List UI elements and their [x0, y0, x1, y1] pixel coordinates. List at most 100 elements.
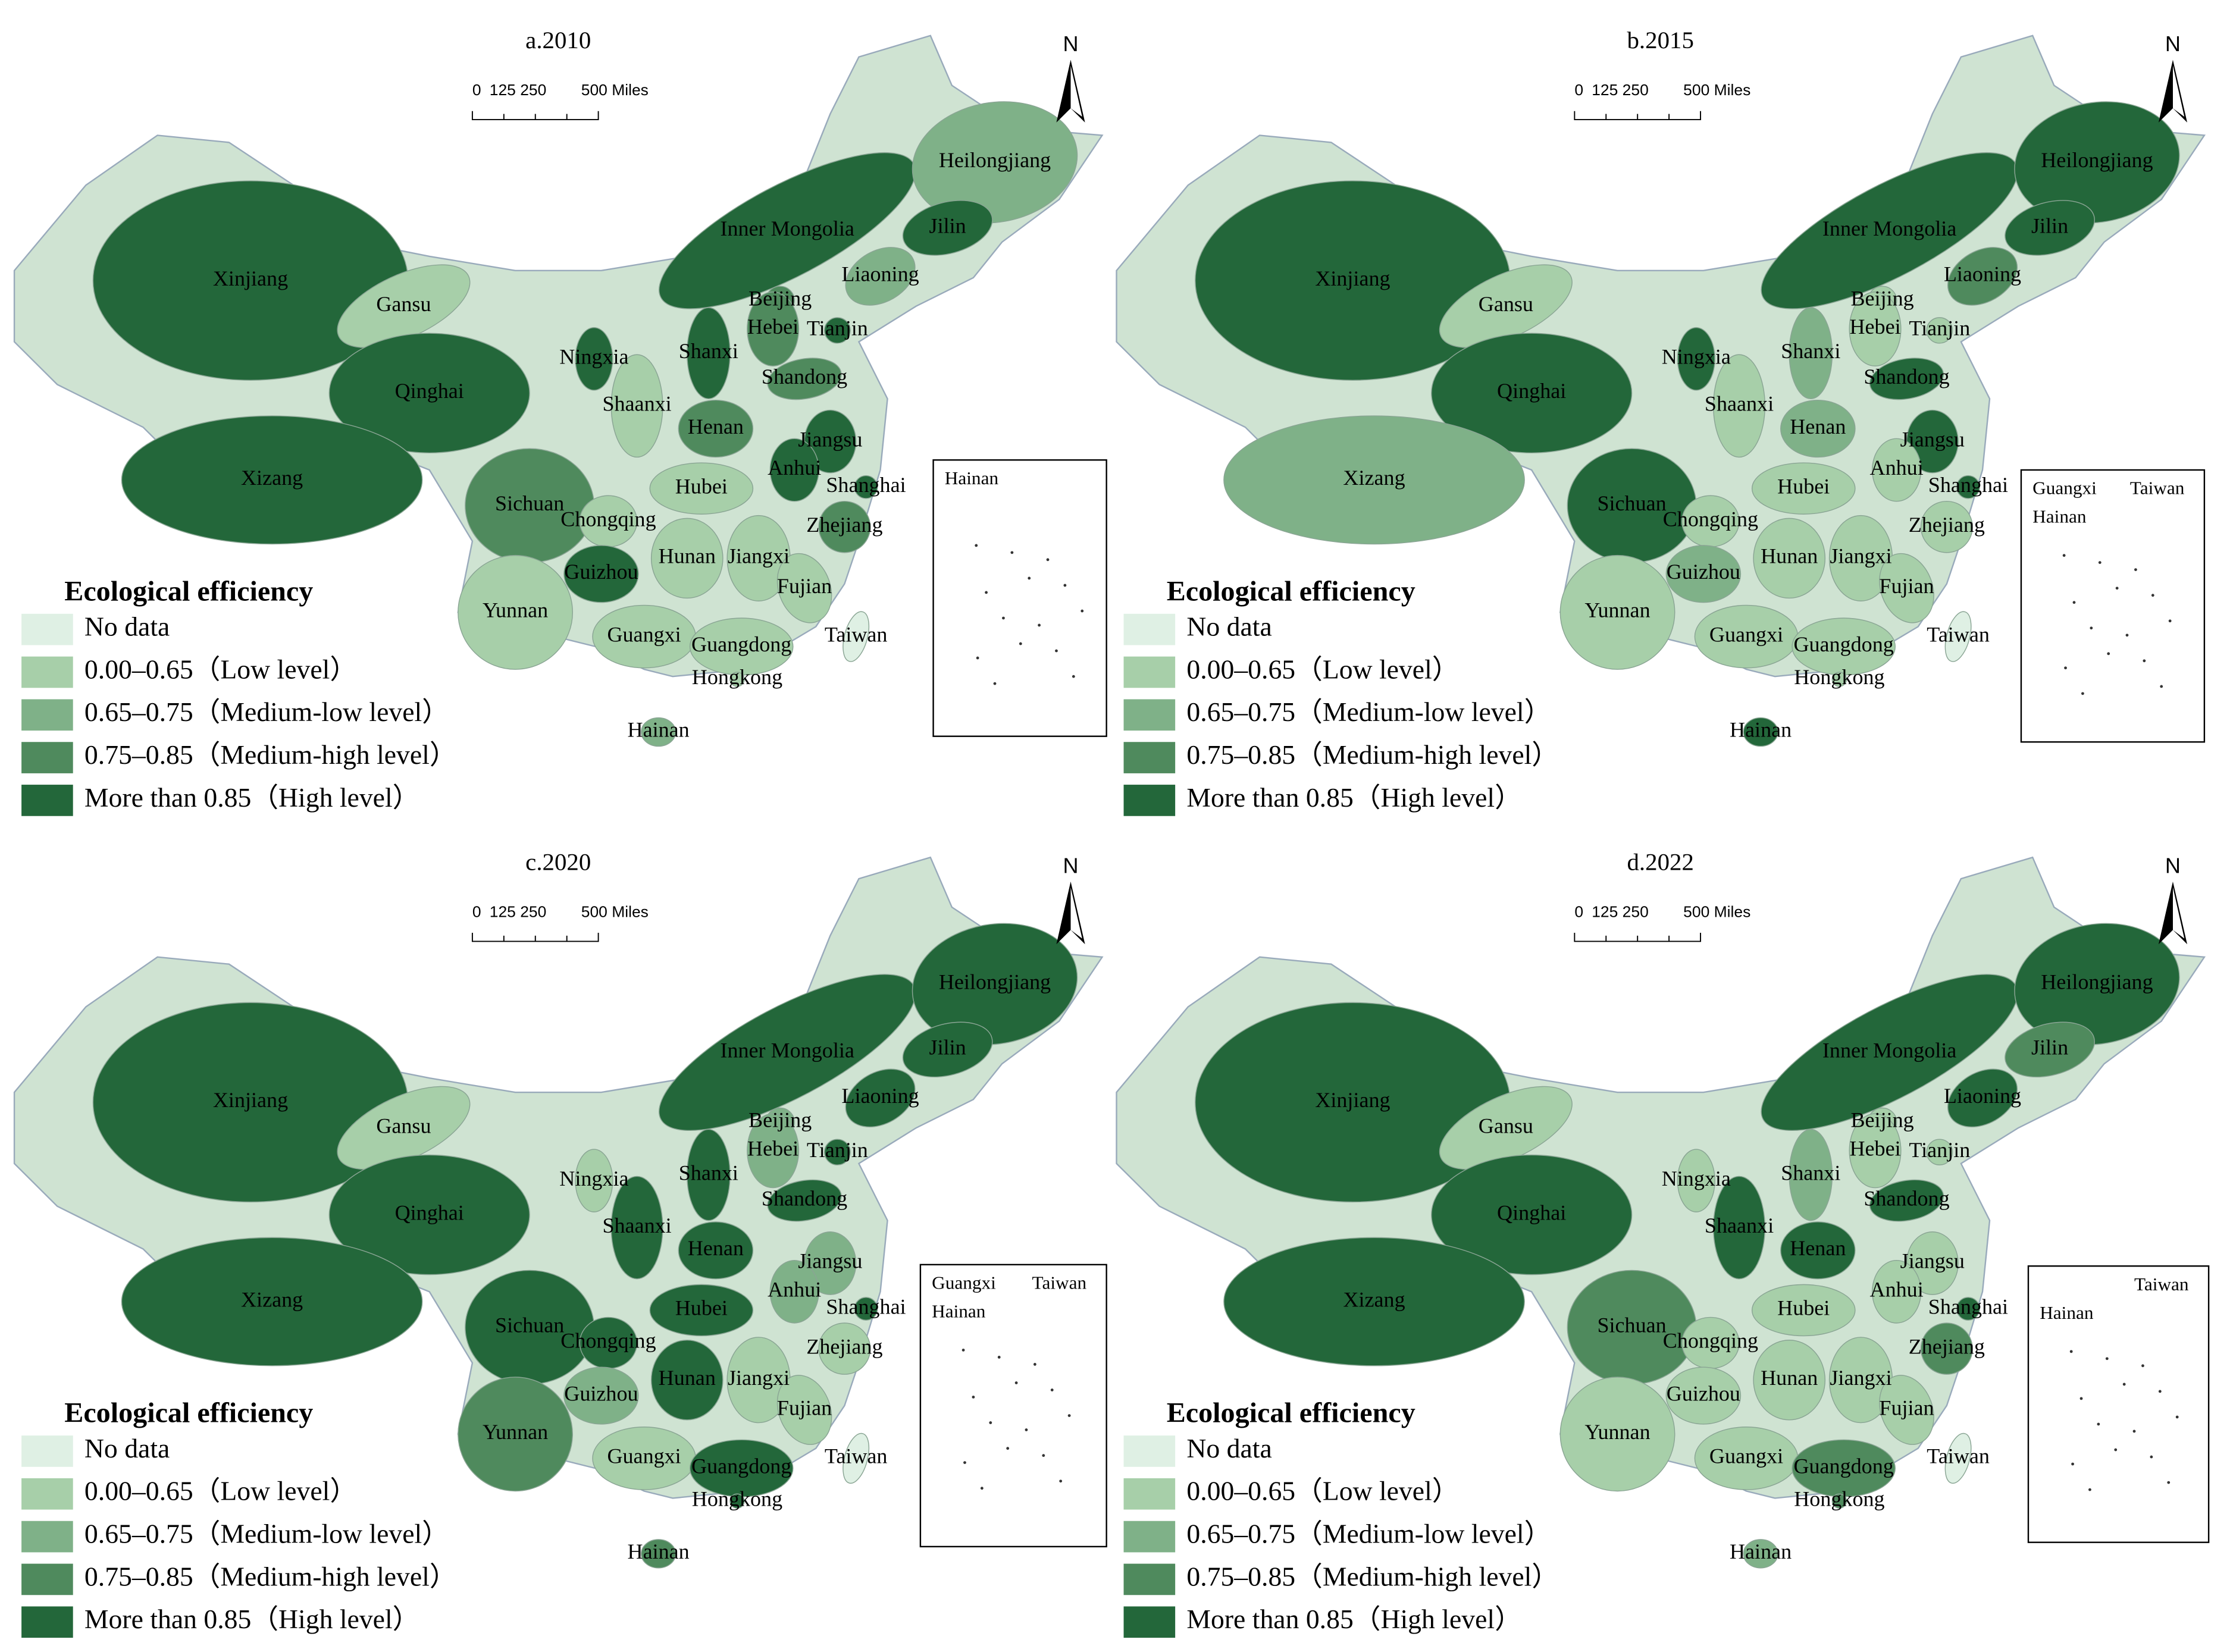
province-region: [729, 1493, 745, 1509]
inset-label: Hainan: [945, 468, 999, 488]
province-label: Hainan: [628, 1540, 690, 1563]
scale-bar: [1574, 933, 1702, 942]
island: [2167, 1481, 2171, 1484]
province-region: [818, 500, 871, 553]
province-label: Guizhou: [1667, 560, 1740, 584]
legend-swatch: [1123, 1563, 1176, 1595]
inset-frame: [2027, 1265, 2210, 1543]
legend-label: More than 0.85（High level）: [84, 1604, 419, 1634]
province-label: Zhejiang: [1909, 1334, 1985, 1358]
province-label: Shandong: [762, 1186, 847, 1210]
province-label: Inner Mongolia: [1822, 1038, 1956, 1062]
province-label: Shandong: [1864, 365, 1949, 388]
legend-label: 0.00–0.65（Low level）: [1186, 654, 1459, 684]
province-region: [1753, 518, 1826, 599]
island: [2081, 692, 2084, 695]
province-label: Hainan: [1730, 718, 1792, 742]
island: [1067, 1414, 1071, 1417]
island: [1038, 623, 1041, 627]
province-label: Guizhou: [564, 560, 638, 584]
province-label: Hainan: [1730, 1540, 1792, 1563]
province-label: Heilongjiang: [939, 148, 1051, 172]
province-label: Ningxia: [559, 345, 628, 369]
legend-label: No data: [84, 612, 170, 642]
island: [1033, 1363, 1036, 1366]
province-label: Jilin: [929, 1036, 966, 1059]
island: [976, 656, 979, 660]
province-region: [1947, 247, 2018, 306]
province-label: Inner Mongolia: [720, 217, 854, 240]
province-region: [1223, 415, 1525, 545]
legend-swatch: [1123, 1478, 1176, 1510]
scale-label: 500 Miles: [581, 903, 649, 921]
province-label: Hongkong: [1794, 665, 1884, 689]
province-label: Shanghai: [1928, 473, 2008, 497]
province-label: Yunnan: [483, 1420, 548, 1444]
island: [1006, 1447, 1010, 1450]
legend-swatch: [1123, 613, 1176, 645]
legend-swatch: [21, 1435, 73, 1467]
province-region: [1789, 1128, 1833, 1221]
province-region: [1665, 1366, 1742, 1425]
province-label: Hubei: [675, 474, 728, 498]
island: [2097, 1422, 2100, 1426]
province-label: Liaoning: [1944, 262, 2021, 286]
province-label: Guangxi: [1709, 1444, 1783, 1468]
legend-swatch: [21, 1478, 73, 1510]
island: [2160, 685, 2163, 688]
legend-swatch: [1123, 742, 1176, 773]
province-region: [1956, 1297, 1980, 1321]
legend-swatch: [1123, 656, 1176, 688]
province-label: Anhui: [768, 456, 821, 479]
province-label: Ningxia: [559, 1167, 628, 1190]
province-region: [1920, 1322, 1973, 1375]
island: [997, 1356, 1001, 1359]
province-region: [747, 1113, 800, 1189]
province-region: [824, 1139, 851, 1165]
province-region: [2014, 923, 2180, 1045]
scale-label: 0: [472, 81, 481, 99]
scale-label: 500 Miles: [1683, 81, 1750, 99]
province-region: [1677, 327, 1715, 391]
legend-swatch: [1123, 1606, 1176, 1638]
scale-label: 0: [1574, 903, 1583, 921]
province-region: [824, 317, 851, 344]
scale-label: 125 250: [1592, 81, 1649, 99]
inset-label: Taiwan: [2130, 478, 2185, 499]
province-label: Gansu: [376, 292, 431, 316]
island: [1046, 558, 1050, 562]
province-region: [776, 553, 832, 623]
island: [2115, 587, 2119, 590]
province-region: [845, 247, 916, 306]
province-region: [563, 545, 639, 603]
island: [989, 1421, 992, 1424]
province-label: Xinjiang: [213, 267, 288, 290]
inset-frame: [919, 1264, 1107, 1548]
province-label: Taiwan: [825, 622, 888, 646]
province-label: Tianjin: [1909, 316, 1970, 340]
island: [2062, 554, 2066, 557]
province-label: Taiwan: [1927, 1444, 1990, 1468]
north-label: N: [1063, 853, 1078, 877]
province-label: Hebei: [747, 315, 798, 338]
province-region: [729, 672, 745, 687]
province-region: [649, 1284, 754, 1337]
province-region: [1926, 1139, 1953, 1165]
north-label: N: [2165, 32, 2181, 56]
province-label: Liaoning: [1944, 1084, 2021, 1108]
province-label: Xizang: [241, 1287, 303, 1311]
scale-label: 500 Miles: [581, 81, 649, 99]
province-label: Xinjiang: [213, 1088, 288, 1112]
panel-title: b.2015: [1627, 27, 1693, 54]
province-region: [1743, 717, 1778, 747]
province-region: [1869, 1179, 1944, 1222]
province-region: [769, 438, 819, 502]
island: [2071, 1462, 2074, 1466]
province-label: Sichuan: [495, 1313, 564, 1337]
inset-label: Guangxi: [2032, 478, 2097, 499]
scale-bar: [1574, 111, 1702, 121]
province-region: [845, 1068, 916, 1128]
legend-label: 0.65–0.75（Medium-low level）: [1186, 697, 1551, 727]
province-region: [1944, 611, 1972, 662]
province-region: [747, 291, 800, 366]
